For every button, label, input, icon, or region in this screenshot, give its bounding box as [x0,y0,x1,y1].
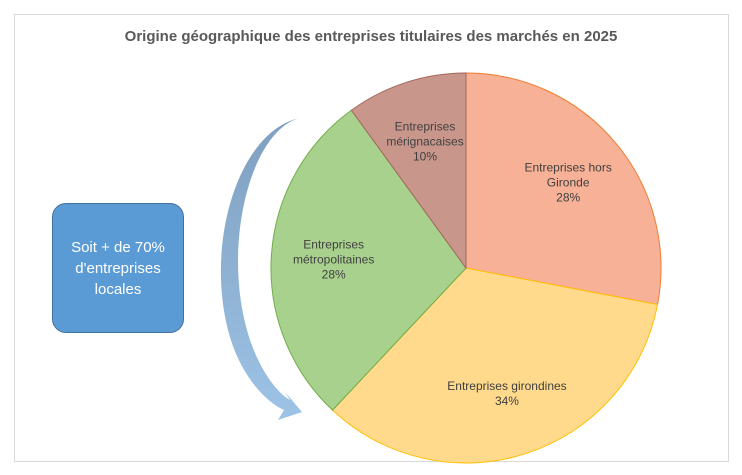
slice-value: 28% [556,190,581,205]
data-label: Entreprises métropolitaines 28% [274,237,394,282]
data-label: Entreprises girondines 34% [447,379,567,409]
data-label: Entreprises mérignacaises 10% [365,119,485,164]
slice-name: Entreprises hors Gironde [524,160,612,190]
slice-name: Entreprises métropolitaines [292,237,375,267]
pie-slice [465,72,662,306]
arrow [220,118,302,420]
annotation: Soit + de 70% d'entreprises locales [52,203,184,333]
slice-value: 28% [321,267,346,282]
slice-name: Entreprises girondines [447,379,567,394]
pie-slice [331,267,659,464]
pie-slice [270,109,467,411]
data-label: Entreprises hors Gironde 28% [508,161,628,206]
slice-value: 10% [413,149,438,164]
slice-name: Entreprises mérignacaises [386,119,464,149]
pie [270,72,662,464]
slice-value: 34% [494,394,519,409]
chart-title: Origine géographique des entreprises tit… [124,28,618,45]
pie-slice [350,72,467,270]
